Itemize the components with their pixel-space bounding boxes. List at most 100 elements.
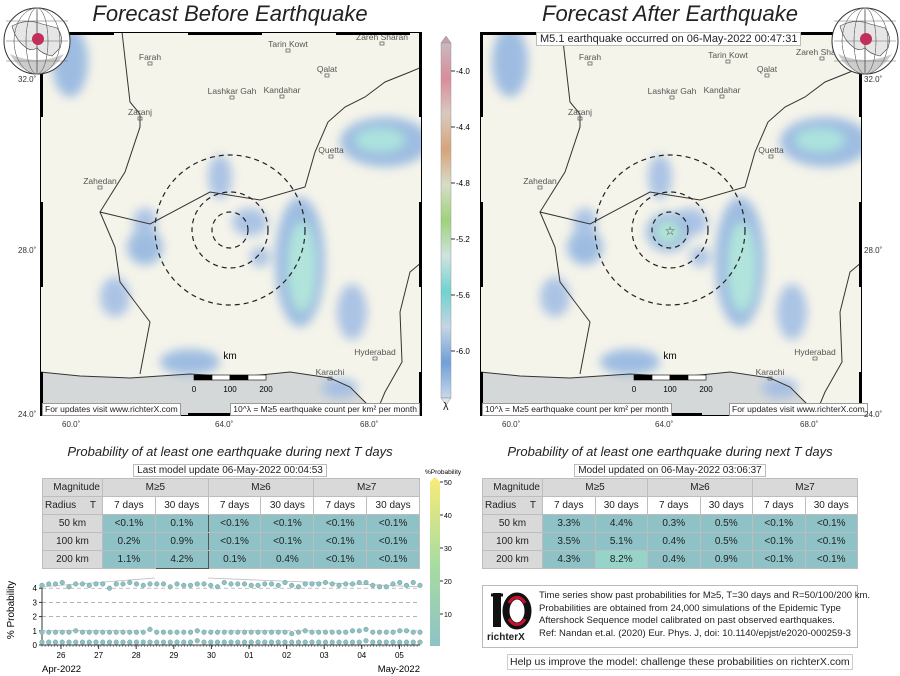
table-row: 200 km 4.3% 8.2% 0.4% 0.9% <0.1% <0.1% xyxy=(482,550,858,569)
y-tick-label: 1 xyxy=(33,627,38,636)
lambda-colorbar: -4.0 -4.4 -4.8 -5.2 -5.6 -6.0 xyxy=(440,35,470,406)
series-2-point xyxy=(100,639,106,645)
table-row: 100 km 0.2% 0.9% <0.1% <0.1% <0.1% <0.1% xyxy=(42,532,420,551)
axis-tick-label: 64.0˚ xyxy=(215,420,234,429)
series-2-point xyxy=(370,639,376,645)
series-1-point xyxy=(322,629,329,635)
magnitude-col-header: M≥7 xyxy=(752,478,858,497)
left-map-title: Forecast Before Earthquake xyxy=(92,1,368,26)
x-tick-label: 05 xyxy=(395,651,404,660)
probability-colorbar: %Probability 50 40 30 20 10 xyxy=(425,469,462,646)
axis-tick-label: 68.0˚ xyxy=(360,420,379,429)
city-label: Farah xyxy=(579,52,601,62)
series-2-point xyxy=(214,639,221,645)
x-tick-label: 29 xyxy=(169,651,178,660)
right-table-heading: Probability of at least one earthquake d… xyxy=(507,444,833,459)
series-0-point xyxy=(370,582,376,588)
series-1-point xyxy=(397,628,403,634)
series-0-point xyxy=(383,584,389,590)
period-header: 30 days xyxy=(366,496,420,515)
series-0-point xyxy=(187,582,194,588)
x-tick-label: 01 xyxy=(245,651,254,660)
period-header: 30 days xyxy=(699,496,753,515)
probability-cell: 1.1% xyxy=(102,550,156,569)
series-1-point xyxy=(343,629,349,635)
probability-colorbar-label: %Probability xyxy=(425,469,462,476)
radius-label: 50 km xyxy=(42,514,103,533)
series-0-point xyxy=(417,582,423,588)
richterx-logo xyxy=(491,592,532,630)
series-1-point xyxy=(100,629,106,635)
series-0-point xyxy=(52,581,59,587)
y-tick-label: 2 xyxy=(33,613,38,622)
city-label: Karachi xyxy=(316,367,345,377)
series-2-point xyxy=(147,639,153,645)
series-1-point xyxy=(52,629,59,635)
svg-text:100: 100 xyxy=(223,385,237,394)
series-0-point xyxy=(255,582,261,588)
probability-cell: 5.1% xyxy=(594,532,648,551)
series-1-point xyxy=(86,629,92,635)
series-1-point xyxy=(295,629,302,635)
series-1-point xyxy=(221,629,227,635)
x-tick-label: 26 xyxy=(57,651,66,660)
magnitude-header: Magnitude xyxy=(42,478,103,497)
globe-locator-icon xyxy=(831,7,899,75)
series-2-point xyxy=(127,639,133,645)
series-0-point xyxy=(356,579,362,586)
richterx-logo-text: richterX xyxy=(487,632,525,643)
series-1-point xyxy=(46,629,52,635)
axis-tick-label: 60.0˚ xyxy=(62,420,81,429)
city-label: Farah xyxy=(139,52,161,62)
probability-colorbar-tick: 20 xyxy=(444,579,452,586)
series-1-point xyxy=(316,629,322,635)
probability-cell: <0.1% xyxy=(313,532,368,551)
series-2-point xyxy=(295,639,302,645)
series-1-point xyxy=(282,629,288,635)
series-1-point xyxy=(370,629,376,635)
table-row: 50 km 3.3% 4.4% 0.3% 0.5% <0.1% <0.1% xyxy=(482,514,858,533)
series-2-point xyxy=(410,639,416,645)
period-header: 7 days xyxy=(752,496,806,515)
x-tick-label: 28 xyxy=(132,651,141,660)
svg-text:200: 200 xyxy=(259,385,273,394)
series-0-point xyxy=(262,581,268,587)
colorbar-tick: -5.6 xyxy=(456,291,470,300)
series-2-point xyxy=(329,639,335,645)
axis-tick-label: 32.0˚ xyxy=(18,75,37,84)
radius-header: Radius T xyxy=(42,496,103,515)
probability-cell: 4.2% xyxy=(154,550,209,569)
city-label: Qalat xyxy=(317,64,338,74)
svg-text:0: 0 xyxy=(192,385,197,394)
series-1-point xyxy=(194,628,200,634)
series-2-point xyxy=(241,639,248,645)
series-2-point xyxy=(316,639,322,645)
series-2-point xyxy=(52,639,59,645)
series-0-point xyxy=(275,582,281,588)
probability-cell: <0.1% xyxy=(207,514,262,533)
axis-tick-label: 68.0˚ xyxy=(800,420,819,429)
probability-cell: <0.1% xyxy=(752,532,806,551)
x-tick-label: 27 xyxy=(94,651,103,660)
series-1-point xyxy=(133,629,140,635)
magnitude-col-header: M≥5 xyxy=(542,478,648,497)
city-label: Hyderabad xyxy=(794,347,836,357)
series-0-point xyxy=(167,584,173,590)
series-0-point xyxy=(309,581,315,587)
series-0-point xyxy=(336,582,342,588)
series-0-point xyxy=(127,579,133,586)
series-2-point xyxy=(66,639,72,645)
series-0-point xyxy=(349,581,356,587)
help-link[interactable]: Help us improve the model: challenge the… xyxy=(507,654,853,670)
series-1-point xyxy=(79,629,86,635)
series-2-point xyxy=(140,639,146,645)
period-header: 7 days xyxy=(102,496,156,515)
series-1-point xyxy=(255,629,261,635)
series-1-point xyxy=(181,629,187,635)
probability-cell: 3.3% xyxy=(542,514,596,533)
period-header: 30 days xyxy=(154,496,209,515)
series-0-point xyxy=(160,581,167,587)
svg-text:km: km xyxy=(223,351,236,362)
x-tick-label: 30 xyxy=(207,651,216,660)
series-1-point xyxy=(410,629,416,635)
